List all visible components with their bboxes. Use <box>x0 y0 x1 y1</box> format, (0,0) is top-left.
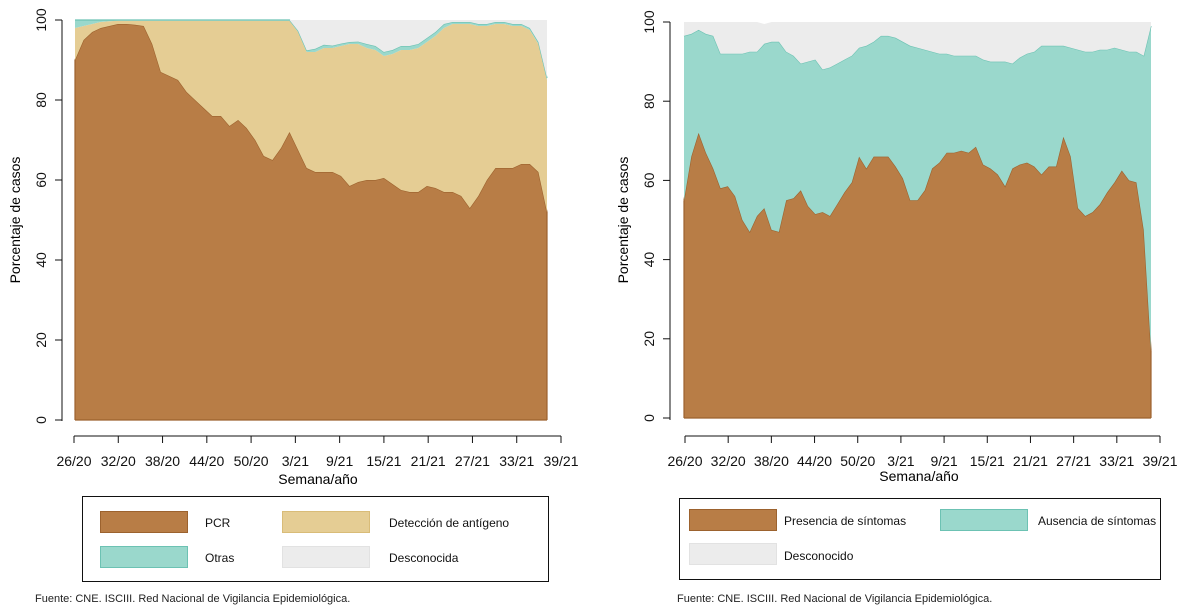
x-tick-label: 39/21 <box>1142 453 1177 469</box>
legend-label-otras: Otras <box>205 551 235 565</box>
y-tick-label: 60 <box>33 172 49 188</box>
y-tick-label: 20 <box>641 331 657 347</box>
x-axis-title: Semana/año <box>879 468 959 484</box>
x-tick-label: 38/20 <box>145 453 180 469</box>
legend-label-unknown: Desconocida <box>389 551 459 565</box>
x-tick-label: 27/21 <box>455 453 490 469</box>
right-legend: Presencia de síntomas Ausencia de síntom… <box>679 498 1161 580</box>
plot-area <box>683 22 1152 419</box>
y-tick-label: 0 <box>33 416 49 424</box>
left-area-chart: 0 20 40 60 80 100 26/20 32/20 38/20 44/20 50/20 3/… <box>7 8 579 487</box>
area-series-detección-de-antígeno <box>75 20 547 212</box>
x-tick-label: 44/20 <box>797 453 832 469</box>
x-tick-label: 3/21 <box>887 453 914 469</box>
x-tick-label: 32/20 <box>711 453 746 469</box>
x-tick-label: 3/21 <box>282 453 309 469</box>
area-series-presencia-de-síntomas <box>684 132 1151 418</box>
y-ticks: 0 20 40 60 80 100 <box>641 10 670 422</box>
x-ticks: 26/20 32/20 38/20 44/20 50/20 3/21 9/21 15/21 21… <box>56 436 579 469</box>
x-tick-label: 26/20 <box>667 453 702 469</box>
x-tick-label: 32/20 <box>101 453 136 469</box>
y-axis-title: Porcentaje de casos <box>615 157 631 284</box>
x-tick-label: 21/21 <box>1013 453 1048 469</box>
legend-label-presencia: Presencia de síntomas <box>784 514 907 528</box>
y-tick-label: 80 <box>33 92 49 108</box>
legend-swatch-unknown <box>282 546 370 568</box>
area-series-ausencia-de-síntomas <box>684 26 1151 351</box>
legend-swatch-pcr <box>100 511 188 533</box>
left-source-note: Fuente: CNE. ISCIII. Red Nacional de Vig… <box>35 593 351 605</box>
y-tick-label: 100 <box>641 10 657 34</box>
legend-swatch-ausencia <box>940 509 1028 531</box>
y-tick-label: 80 <box>641 93 657 109</box>
x-tick-label: 50/20 <box>840 453 875 469</box>
area-series-pcr <box>75 24 547 420</box>
area-series-desconocida <box>75 20 547 78</box>
area-base-edge <box>683 200 1152 419</box>
x-tick-label: 15/21 <box>970 453 1005 469</box>
x-tick-label: 39/21 <box>543 453 578 469</box>
area-series-desconocido <box>684 22 1151 70</box>
y-tick-label: 0 <box>641 414 657 422</box>
x-tick-label: 38/20 <box>754 453 789 469</box>
x-tick-label: 33/21 <box>1099 453 1134 469</box>
x-tick-label: 9/21 <box>930 453 957 469</box>
x-tick-label: 21/21 <box>411 453 446 469</box>
y-tick-label: 60 <box>641 172 657 188</box>
y-tick-label: 40 <box>641 252 657 268</box>
plot-area <box>74 19 548 421</box>
right-source-note: Fuente: CNE. ISCIII. Red Nacional de Vig… <box>677 593 993 605</box>
legend-label-ausencia: Ausencia de síntomas <box>1038 514 1157 528</box>
x-tick-label: 26/20 <box>56 453 91 469</box>
x-tick-label: 44/20 <box>189 453 224 469</box>
legend-label-pcr: PCR <box>205 516 231 530</box>
legend-swatch-presencia <box>689 509 777 531</box>
area-base-edge <box>74 60 548 421</box>
legend-swatch-desconocido <box>689 543 777 565</box>
legend-swatch-antigen <box>282 511 370 533</box>
x-tick-label: 27/21 <box>1056 453 1091 469</box>
legend-swatch-otras <box>100 546 188 568</box>
x-tick-label: 33/21 <box>499 453 534 469</box>
left-legend: PCR Detección de antígeno Otras Desconoc… <box>82 496 549 582</box>
legend-label-antigen: Detección de antígeno <box>389 516 510 530</box>
y-tick-label: 40 <box>33 252 49 268</box>
x-ticks: 26/20 32/20 38/20 44/20 50/20 3/21 9/21 15/21 21… <box>667 436 1178 469</box>
y-tick-label: 100 <box>33 8 49 32</box>
right-area-chart: 0 20 40 60 80 100 26/20 32/20 38/20 44/20 50/20 3/… <box>615 10 1178 484</box>
x-tick-label: 9/21 <box>326 453 353 469</box>
y-tick-label: 20 <box>33 332 49 348</box>
x-tick-label: 50/20 <box>234 453 269 469</box>
y-axis-title: Porcentaje de casos <box>7 157 23 284</box>
x-axis-title: Semana/año <box>278 471 358 487</box>
legend-label-desconocido: Desconocido <box>784 549 854 563</box>
y-ticks: 0 20 40 60 80 100 <box>33 8 62 424</box>
x-tick-label: 15/21 <box>366 453 401 469</box>
